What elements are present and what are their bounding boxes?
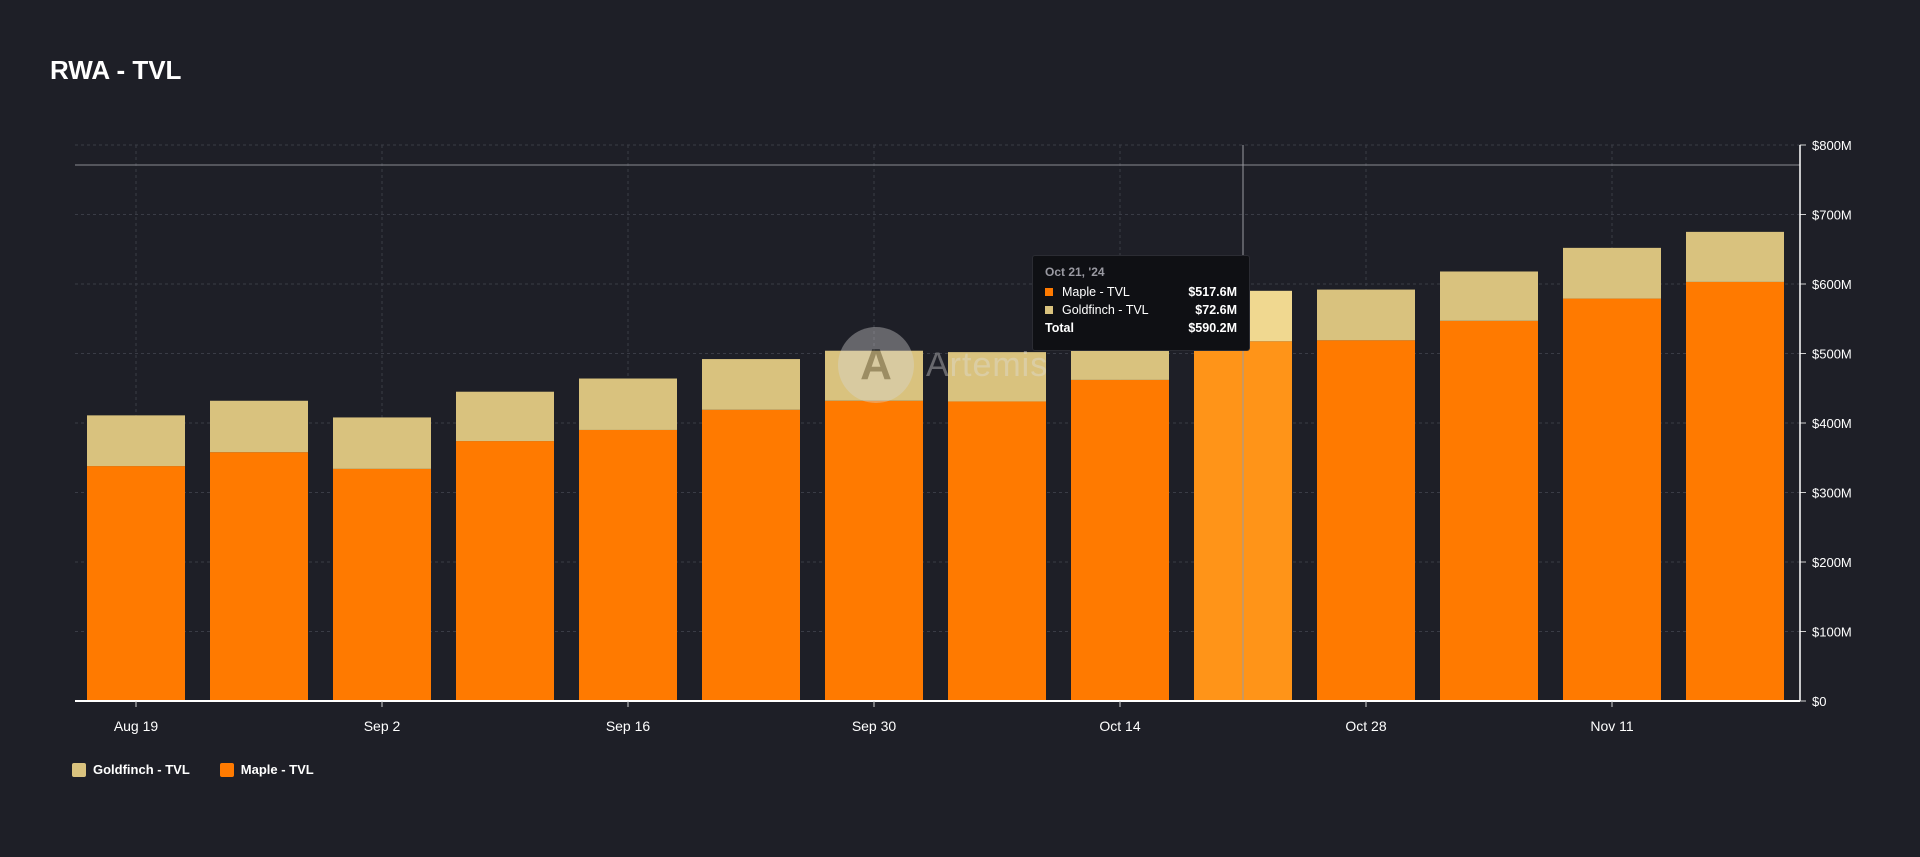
x-tick-label: Sep 2 [364, 718, 401, 734]
x-tick-label: Sep 30 [852, 718, 897, 734]
tooltip-value: $72.6M [1195, 303, 1237, 317]
x-tick-label: Oct 28 [1345, 718, 1386, 734]
chart-title: RWA - TVL [50, 55, 182, 85]
legend-label: Maple - TVL [240, 762, 314, 777]
tooltip-date: Oct 21, '24 [1045, 265, 1105, 279]
bar-maple-tvl [1071, 379, 1169, 701]
axis-layer: $0 $100M $200M $300M $400M $500M $600M $700M $80… [75, 138, 1852, 734]
bar-goldfinch-tvl [579, 378, 677, 430]
bar-goldfinch-tvl [1563, 247, 1661, 299]
tooltip-total-label: Total [1045, 321, 1074, 335]
bar-maple-tvl [702, 409, 800, 701]
bar-goldfinch-tvl [1440, 271, 1538, 321]
bar-goldfinch-tvl [948, 352, 1046, 402]
chart-tooltip: Oct 21, '24 Maple - TVL $517.6M Goldfinc… [1032, 255, 1250, 351]
bar-maple-tvl [1440, 320, 1538, 701]
bar-goldfinch-tvl [333, 417, 431, 469]
y-tick-label: $500M [1812, 347, 1852, 362]
x-tick-label: Oct 14 [1099, 718, 1140, 734]
chart-legend: Goldfinch - TVL Maple - TVL [72, 762, 314, 777]
bar-goldfinch-tvl [825, 350, 923, 401]
bar-goldfinch-tvl [1317, 289, 1415, 341]
tooltip-row-goldfinch: Goldfinch - TVL $72.6M [1045, 301, 1237, 319]
tooltip-label: Maple - TVL [1062, 285, 1130, 299]
bar-goldfinch-tvl [702, 359, 800, 410]
y-tick-label: $400M [1812, 416, 1852, 431]
maple-swatch-icon [1045, 288, 1053, 296]
y-tick-label: $200M [1812, 555, 1852, 570]
x-tick-label: Aug 19 [114, 718, 159, 734]
y-tick-label: $100M [1812, 625, 1852, 640]
bar-layer [87, 231, 1784, 701]
bar-maple-tvl [1686, 281, 1784, 701]
y-tick-label: $600M [1812, 277, 1852, 292]
bar-maple-tvl [1317, 340, 1415, 701]
bar-goldfinch-tvl [456, 391, 554, 442]
bar-maple-tvl [579, 429, 677, 701]
bar-maple-tvl [948, 401, 1046, 701]
bar-maple-tvl [333, 468, 431, 701]
y-tick-label: $0 [1812, 694, 1826, 709]
bar-maple-tvl [1563, 298, 1661, 701]
legend-label: Goldfinch - TVL [93, 762, 190, 777]
bar-maple-tvl [210, 452, 308, 701]
bar-maple-tvl [825, 400, 923, 701]
tooltip-row-total: Total $590.2M [1045, 319, 1237, 337]
bar-goldfinch-tvl [87, 415, 185, 467]
legend-item-maple[interactable]: Maple - TVL [219, 762, 314, 777]
y-tick-label: $300M [1812, 486, 1852, 501]
tooltip-row-maple: Maple - TVL $517.6M [1045, 283, 1237, 301]
goldfinch-swatch-icon [72, 762, 86, 777]
y-tick-label: $800M [1812, 138, 1852, 153]
bar-maple-tvl [87, 466, 185, 701]
y-tick-label: $700M [1812, 208, 1852, 223]
bar-maple-tvl [456, 441, 554, 701]
tooltip-total-value: $590.2M [1188, 321, 1237, 335]
legend-item-goldfinch[interactable]: Goldfinch - TVL [72, 762, 190, 777]
goldfinch-swatch-icon [1045, 306, 1053, 314]
x-tick-label: Sep 16 [606, 718, 651, 734]
tooltip-label: Goldfinch - TVL [1062, 303, 1149, 317]
bar-goldfinch-tvl [1686, 231, 1784, 282]
bar-goldfinch-tvl [210, 400, 308, 453]
maple-swatch-icon [219, 762, 234, 777]
x-tick-label: Nov 11 [1590, 718, 1634, 734]
tooltip-value: $517.6M [1188, 285, 1237, 299]
